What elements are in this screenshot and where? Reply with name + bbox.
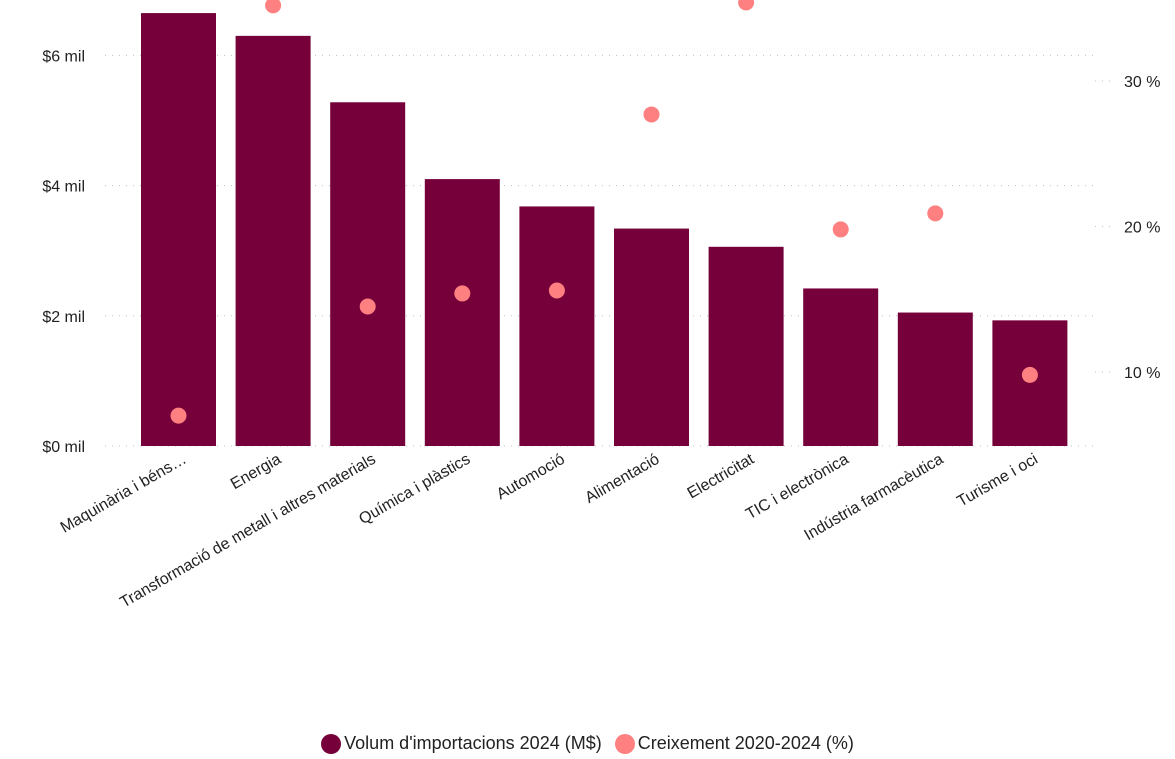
points-layer: [170, 0, 1038, 424]
bar[interactable]: [424, 179, 500, 446]
y-left-tick-label: $0 mil: [42, 439, 85, 456]
right-axis: 10 % 20 % 30 %: [1124, 74, 1160, 382]
y-left-tick-label: $2 mil: [42, 309, 85, 326]
x-tick-label: Energia: [228, 451, 284, 493]
scatter-point[interactable]: [738, 0, 755, 11]
legend-label-volum: Volum d'importacions 2024 (M$): [344, 733, 602, 753]
bar[interactable]: [330, 102, 406, 446]
bar[interactable]: [708, 246, 784, 446]
x-tick-label: Alimentació: [582, 451, 662, 507]
legend-item-volum[interactable]: Volum d'importacions 2024 (M$): [321, 733, 602, 754]
scatter-point[interactable]: [265, 0, 282, 14]
y-left-tick-label: $4 mil: [42, 179, 85, 196]
scatter-point[interactable]: [170, 407, 187, 424]
x-tick-label: Maquinària i béns…: [58, 451, 190, 537]
bar[interactable]: [992, 320, 1068, 446]
bar[interactable]: [803, 288, 879, 446]
x-tick-label: Automoció: [494, 451, 568, 504]
legend-label-creixement: Creixement 2020-2024 (%): [637, 733, 854, 753]
scatter-point[interactable]: [359, 298, 376, 315]
x-tick-label: Turisme i oci: [954, 451, 1041, 511]
y-left-tick-label: $6 mil: [42, 48, 85, 65]
bar[interactable]: [235, 35, 311, 447]
scatter-point[interactable]: [832, 221, 849, 238]
scatter-point[interactable]: [454, 285, 471, 302]
y-right-tick-label: 10 %: [1124, 365, 1160, 382]
grid-layer: [105, 54, 1110, 447]
chart-svg: $0 mil $2 mil $4 mil $6 mil 10 % 20 % 30 % Ma…: [42, 0, 1160, 611]
y-right-tick-label: 20 %: [1124, 220, 1160, 237]
bar[interactable]: [897, 312, 973, 446]
bar[interactable]: [141, 13, 216, 447]
bars-layer: [141, 13, 1068, 447]
bar[interactable]: [519, 206, 595, 446]
legend-swatch-volum: [321, 733, 342, 754]
y-right-tick-label: 30 %: [1124, 74, 1160, 91]
legend: Volum d'importacions 2024 (M$) Creixemen…: [0, 733, 1175, 759]
x-tick-label: Electricitat: [685, 450, 758, 502]
left-axis: $0 mil $2 mil $4 mil $6 mil: [42, 48, 85, 456]
scatter-point[interactable]: [1021, 366, 1038, 383]
scatter-point[interactable]: [548, 282, 565, 299]
scatter-point[interactable]: [927, 205, 944, 222]
scatter-point[interactable]: [643, 106, 660, 123]
bar[interactable]: [614, 228, 689, 446]
legend-swatch-creixement: [614, 733, 635, 754]
legend-item-creixement[interactable]: Creixement 2020-2024 (%): [614, 733, 854, 754]
